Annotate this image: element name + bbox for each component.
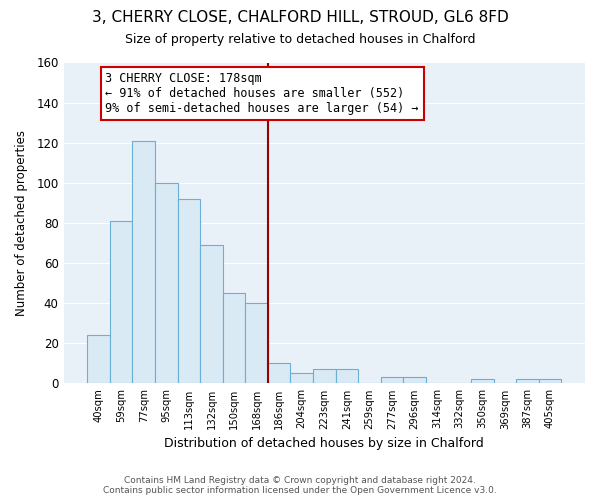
Bar — [223, 293, 245, 384]
Y-axis label: Number of detached properties: Number of detached properties — [15, 130, 28, 316]
Bar — [471, 380, 494, 384]
Bar — [87, 336, 110, 384]
Bar — [245, 303, 268, 384]
Text: 3 CHERRY CLOSE: 178sqm
← 91% of detached houses are smaller (552)
9% of semi-det: 3 CHERRY CLOSE: 178sqm ← 91% of detached… — [105, 72, 419, 115]
Text: Contains HM Land Registry data © Crown copyright and database right 2024.
Contai: Contains HM Land Registry data © Crown c… — [103, 476, 497, 495]
Bar — [516, 380, 539, 384]
Bar — [335, 370, 358, 384]
Bar — [155, 183, 178, 384]
Bar — [290, 374, 313, 384]
Bar — [268, 364, 290, 384]
Bar — [403, 378, 426, 384]
Bar — [313, 370, 335, 384]
Bar — [539, 380, 561, 384]
X-axis label: Distribution of detached houses by size in Chalford: Distribution of detached houses by size … — [164, 437, 484, 450]
Bar — [110, 221, 133, 384]
Bar — [178, 199, 200, 384]
Bar — [381, 378, 403, 384]
Text: 3, CHERRY CLOSE, CHALFORD HILL, STROUD, GL6 8FD: 3, CHERRY CLOSE, CHALFORD HILL, STROUD, … — [92, 10, 508, 25]
Bar — [200, 245, 223, 384]
Text: Size of property relative to detached houses in Chalford: Size of property relative to detached ho… — [125, 32, 475, 46]
Bar — [133, 140, 155, 384]
